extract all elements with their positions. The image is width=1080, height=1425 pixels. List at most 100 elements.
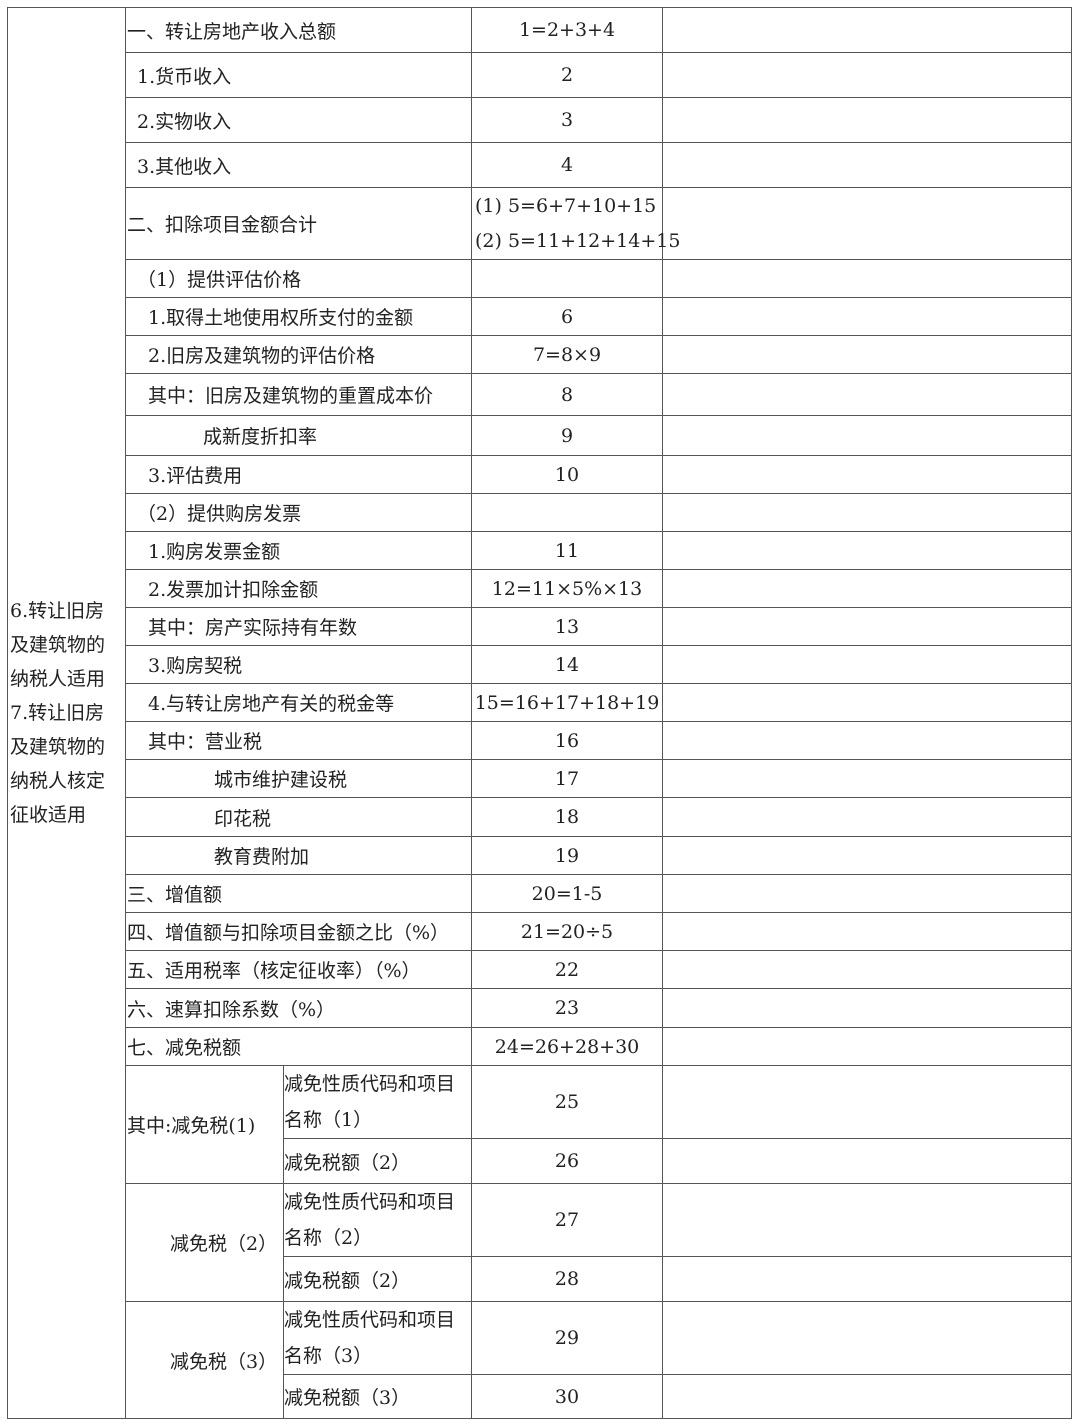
row-value-input[interactable] (662, 187, 1073, 260)
relief-name-label: 减免性质代码和项目名称（2） (282, 1183, 473, 1257)
row-value-input[interactable] (662, 142, 1073, 188)
row-value-input[interactable] (662, 97, 1073, 143)
relief-amount-input[interactable] (662, 1374, 1073, 1419)
table-row: 2.发票加计扣除金额 12=11×5%×13 (8, 569, 1073, 608)
side-label-line: 纳税人适用 (10, 668, 106, 690)
row-code: 8 (471, 373, 664, 416)
table-row: 4.与转让房地产有关的税金等 15=16+17+18+19 (8, 683, 1073, 722)
relief-name-label: 减免性质代码和项目名称（1） (282, 1065, 473, 1139)
row-value-input[interactable] (662, 259, 1073, 298)
relief-amount-input[interactable] (662, 1256, 1073, 1302)
table-row: 1.购房发票金额 11 (8, 531, 1073, 570)
side-label-line: 及建筑物的 (10, 736, 106, 758)
row-value-input[interactable] (662, 836, 1073, 875)
side-label-line: 征收适用 (10, 804, 87, 826)
relief-amount-label: 减免税额（3） (282, 1374, 473, 1419)
relief-row: 减免税（2） 减免性质代码和项目名称（2） 27 (8, 1183, 1073, 1302)
row-code: 17 (471, 759, 664, 798)
table-row: 印花税 18 (8, 797, 1073, 837)
row-code: 11 (471, 531, 664, 570)
row-code: 24=26+28+30 (471, 1027, 664, 1066)
row-label: 2.旧房及建筑物的评估价格 (124, 335, 473, 374)
row-value-input[interactable] (662, 988, 1073, 1028)
row-label: 一、转让房地产收入总额 (124, 7, 473, 53)
row-value-input[interactable] (662, 683, 1073, 722)
row-code: 15=16+17+18+19 (471, 683, 664, 722)
row-code (471, 493, 664, 532)
relief-name-code: 25 (471, 1065, 664, 1139)
row-value-input[interactable] (662, 415, 1073, 456)
relief-row: 其中:减免税(1) 减免性质代码和项目名称（1） 25 (8, 1065, 1073, 1184)
row-value-input[interactable] (662, 874, 1073, 913)
row-value-input[interactable] (662, 335, 1073, 374)
row-code: 1=2+3+4 (471, 7, 664, 53)
row-label: 3.评估费用 (124, 455, 473, 494)
relief-group-label: 减免税（3） (125, 1301, 284, 1419)
row-value-input[interactable] (662, 607, 1073, 646)
row-code: 18 (471, 797, 664, 837)
row-value-input[interactable] (662, 797, 1073, 837)
row-label: 二、扣除项目金额合计 (124, 187, 473, 260)
row-code: 4 (471, 142, 664, 188)
row-code: 10 (471, 455, 664, 494)
row-label: 五、适用税率（核定征收率）（%） (124, 950, 473, 989)
table-row: 3.其他收入 4 (8, 142, 1073, 188)
relief-amount-input[interactable] (662, 1138, 1073, 1184)
row-value-input[interactable] (662, 531, 1073, 570)
row-value-input[interactable] (662, 7, 1073, 53)
row-value-input[interactable] (662, 297, 1073, 336)
row-value-input[interactable] (662, 373, 1073, 416)
side-label-line: 6.转让旧房 (10, 600, 105, 622)
relief-amount-label: 减免税额（2） (282, 1138, 473, 1184)
table-row: 成新度折扣率 9 (8, 415, 1073, 456)
row-code: 12=11×5%×13 (471, 569, 664, 608)
row-label: 3.购房契税 (124, 645, 473, 684)
row-code: 22 (471, 950, 664, 989)
relief-row: 减免税（3） 减免性质代码和项目名称（3） 29 (8, 1301, 1073, 1419)
row-value-input[interactable] (662, 455, 1073, 494)
relief-name-input[interactable] (662, 1301, 1073, 1375)
row-label: 成新度折扣率 (124, 415, 473, 456)
row-code (471, 259, 664, 298)
row-label: 1.购房发票金额 (124, 531, 473, 570)
row-value-input[interactable] (662, 493, 1073, 532)
row-label: （1）提供评估价格 (124, 259, 473, 298)
table-row: 五、适用税率（核定征收率）（%） 22 (8, 950, 1073, 989)
relief-amount-code: 26 (471, 1138, 664, 1184)
row-label: （2）提供购房发票 (124, 493, 473, 532)
relief-row: 减免税额（2） 26 (8, 1138, 1073, 1184)
relief-group-label: 其中:减免税(1) (125, 1065, 284, 1184)
table-row: 城市维护建设税 17 (8, 759, 1073, 798)
row-code: 13 (471, 607, 664, 646)
row-label: 其中：营业税 (124, 721, 473, 760)
row-value-input[interactable] (662, 950, 1073, 989)
side-label-line: 7.转让旧房 (10, 702, 105, 724)
row-label: 六、速算扣除系数（%） (124, 988, 473, 1028)
row-code: 9 (471, 415, 664, 456)
row-value-input[interactable] (662, 645, 1073, 684)
row-value-input[interactable] (662, 569, 1073, 608)
row-label: 1.取得土地使用权所支付的金额 (124, 297, 473, 336)
table-row: 3.购房契税 14 (8, 645, 1073, 684)
row-value-input[interactable] (662, 52, 1073, 98)
relief-amount-code: 30 (471, 1374, 664, 1419)
row-label: 其中：房产实际持有年数 (124, 607, 473, 646)
table-row: 四、增值额与扣除项目金额之比（%） 21=20÷5 (8, 912, 1073, 951)
row-code: 3 (471, 97, 664, 143)
row-value-input[interactable] (662, 912, 1073, 951)
relief-name-input[interactable] (662, 1183, 1073, 1257)
side-label-cell: 6.转让旧房 及建筑物的 纳税人适用 7.转让旧房 及建筑物的 纳税人核定 征收适用 (7, 7, 126, 1419)
row-label: 城市维护建设税 (124, 759, 473, 798)
row-value-input[interactable] (662, 759, 1073, 798)
table-row: 2.实物收入 3 (8, 97, 1073, 143)
row-label: 2.实物收入 (124, 97, 473, 143)
table-row: （1）提供评估价格 (8, 259, 1073, 298)
row-value-input[interactable] (662, 721, 1073, 760)
table-row: 六、速算扣除系数（%） 23 (8, 988, 1073, 1028)
row-value-input[interactable] (662, 1027, 1073, 1066)
relief-name-input[interactable] (662, 1065, 1073, 1139)
table-row: 1.货币收入 2 (8, 52, 1073, 98)
row-code: 23 (471, 988, 664, 1028)
table-row: 其中：旧房及建筑物的重置成本价 8 (8, 373, 1073, 416)
table-row: 七、减免税额 24=26+28+30 (8, 1027, 1073, 1066)
